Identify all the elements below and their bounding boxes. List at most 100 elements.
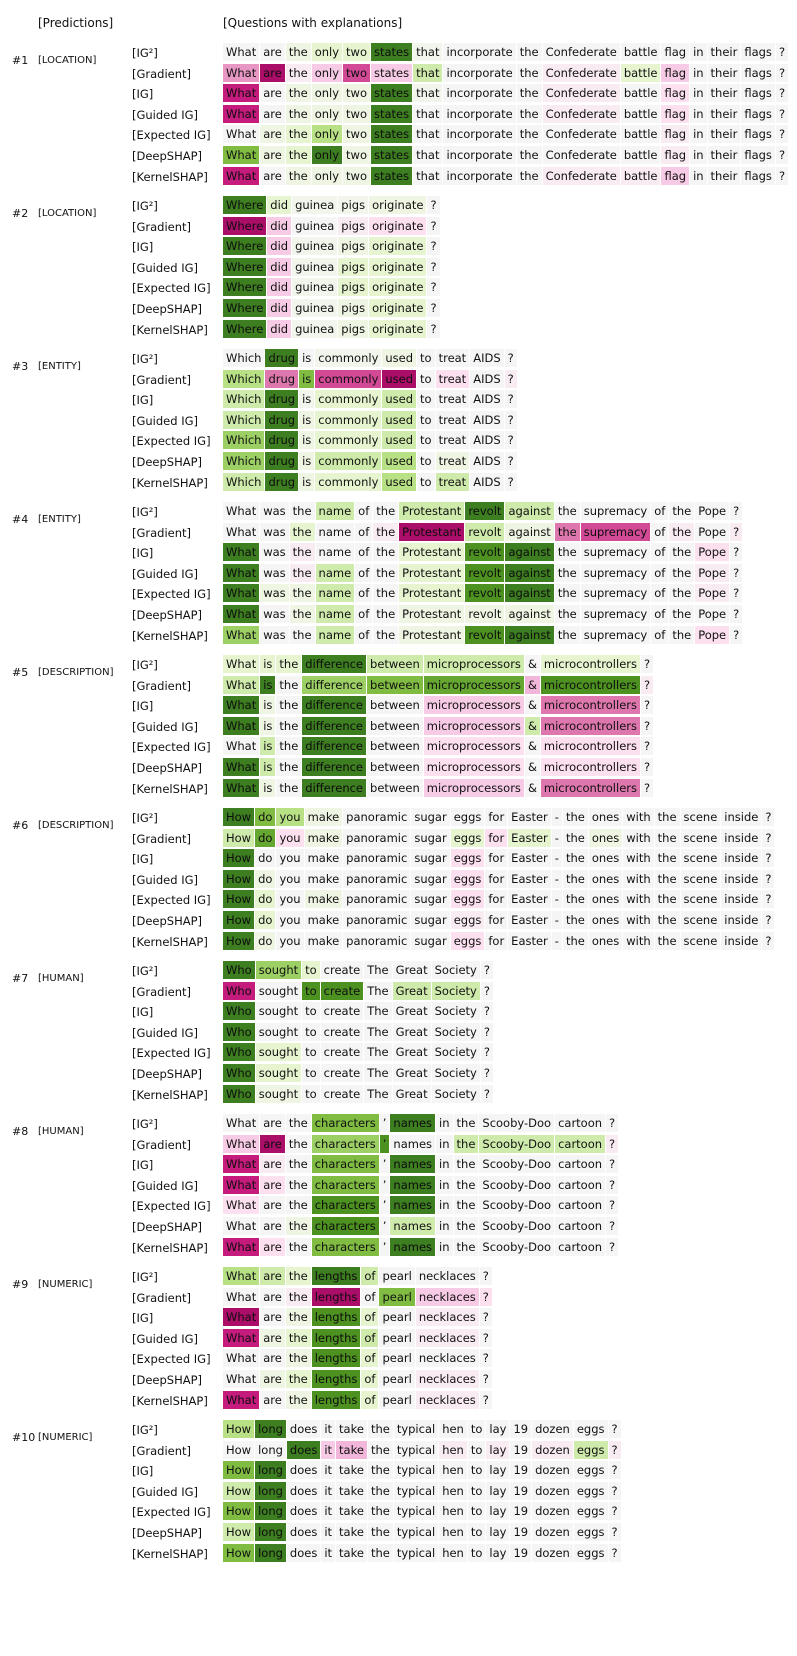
token: in	[436, 1237, 453, 1256]
token: ?	[504, 431, 517, 450]
token: are	[260, 1196, 285, 1215]
token: What	[223, 1237, 260, 1256]
token: treat	[435, 349, 470, 367]
token: do	[255, 849, 276, 868]
token: ?	[479, 1370, 492, 1388]
token: -	[551, 808, 562, 826]
token: Confederate	[542, 146, 620, 164]
token: lengths	[311, 1308, 361, 1327]
token: to	[467, 1481, 486, 1500]
method-label: [KernelSHAP]	[132, 1546, 208, 1561]
token: only	[311, 63, 343, 82]
token-row: What are the characters’ names in the Scooby-Do…	[223, 1196, 619, 1215]
token: ?	[479, 1349, 492, 1368]
token: flag	[661, 104, 690, 123]
token-row: How long does it take the typical hen to lay 19 doz…	[223, 1502, 622, 1521]
token: only	[311, 104, 343, 123]
token: two	[343, 104, 370, 123]
questions-header: [Questions with explanations]	[223, 16, 403, 30]
token-row: What are the lengths of pearl necklaces?	[223, 1328, 493, 1347]
token: What	[223, 737, 260, 756]
token: to	[417, 369, 435, 388]
token: are	[260, 1390, 285, 1409]
token: the	[289, 584, 315, 603]
prediction-label: [HUMAN]	[38, 973, 84, 984]
token: The	[364, 1084, 392, 1103]
token: Easter	[508, 828, 551, 847]
token: lengths	[311, 1328, 361, 1347]
method-label: [IG²]	[132, 1270, 158, 1284]
token: What	[223, 1134, 260, 1153]
token: was	[260, 625, 289, 644]
token: are	[260, 1237, 285, 1256]
token: treat	[435, 390, 470, 409]
token: guinea	[292, 319, 338, 338]
token: drug	[265, 431, 299, 450]
token: that	[413, 63, 443, 82]
token: scene	[680, 911, 721, 929]
token: did	[267, 237, 292, 256]
token: name	[315, 563, 355, 582]
token-row: Which drug is commonly used to treat AIDS?	[223, 472, 518, 491]
token: scene	[680, 890, 721, 909]
token: the	[554, 563, 580, 582]
token: their	[707, 146, 741, 164]
token: the	[285, 1370, 311, 1388]
method-label: [IG²]	[132, 1423, 158, 1437]
token: How	[223, 1461, 255, 1480]
token: Great	[392, 1064, 431, 1082]
token: characters	[311, 1196, 379, 1215]
token: commonly	[315, 390, 382, 409]
token: create	[320, 1084, 364, 1103]
token: The	[364, 1043, 392, 1062]
token: you	[276, 849, 304, 868]
token: supremacy	[580, 522, 651, 541]
token: -	[551, 890, 562, 909]
token: to	[417, 410, 435, 429]
token: does	[286, 1543, 321, 1562]
token: What	[223, 1328, 260, 1347]
token: AIDS	[470, 431, 504, 450]
token: Society	[431, 1064, 480, 1082]
token: ?	[641, 655, 654, 673]
token: the	[453, 1114, 479, 1132]
token: take	[336, 1420, 367, 1438]
token: the	[669, 522, 695, 541]
token: ?	[730, 522, 743, 541]
token: ?	[730, 502, 743, 520]
token: ’	[379, 1175, 390, 1194]
token: What	[223, 758, 260, 776]
method-label: [DeepSHAP]	[132, 455, 203, 469]
token: sugar	[411, 849, 450, 868]
token: does	[286, 1502, 321, 1521]
token: between	[367, 675, 423, 694]
token: the	[276, 655, 302, 673]
token: you	[276, 869, 304, 888]
token: treat	[435, 452, 470, 470]
token: ?	[480, 1064, 493, 1082]
token: What	[223, 778, 260, 797]
token: are	[260, 1328, 285, 1347]
token: make	[304, 931, 343, 950]
token: incorporate	[443, 63, 516, 82]
token: to	[467, 1440, 486, 1459]
token: the	[367, 1461, 393, 1480]
token-row: What are the only two states that incorporate th…	[223, 166, 789, 185]
token: Easter	[508, 869, 551, 888]
token: Where	[223, 196, 267, 214]
method-label: [IG]	[132, 87, 154, 102]
token: ?	[480, 1043, 493, 1062]
token: incorporate	[443, 125, 516, 144]
token: cartoon	[555, 1155, 606, 1174]
token: make	[304, 849, 343, 868]
token: of	[651, 605, 669, 623]
token: Great	[392, 1022, 431, 1041]
token: the	[373, 563, 399, 582]
token: What	[223, 584, 260, 603]
token: the	[654, 890, 680, 909]
token: of	[361, 1267, 379, 1285]
token: two	[343, 166, 370, 185]
token: sought	[255, 1043, 302, 1062]
token: flag	[661, 84, 690, 103]
token-row: How do you make panoramic sugar eggs for Easter -…	[223, 808, 775, 826]
